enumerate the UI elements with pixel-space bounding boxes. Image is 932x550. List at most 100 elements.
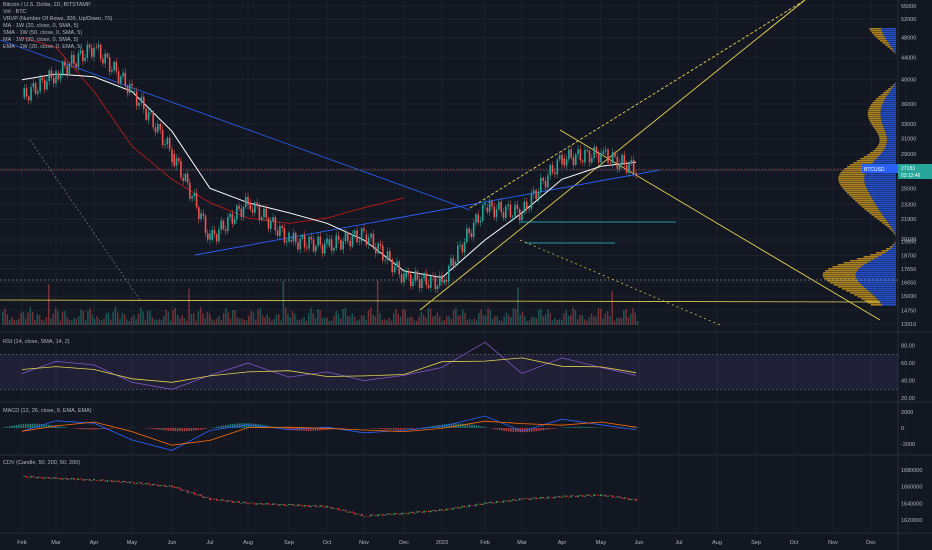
macd-histogram-bar	[636, 427, 639, 428]
volume-bar	[567, 315, 570, 325]
volume-bar	[496, 316, 498, 325]
cdv-candle	[189, 492, 191, 494]
volume-bar	[317, 309, 319, 325]
macd-histogram-bar	[183, 428, 186, 432]
cdv-candle	[521, 498, 523, 500]
candle-body	[288, 232, 290, 242]
vrvp-bar-down	[839, 174, 865, 176]
candle-body	[597, 153, 600, 163]
vrvp-bar-down	[870, 304, 883, 306]
macd-histogram-bar	[462, 423, 464, 428]
rsi-tick-label: 20.00	[901, 396, 915, 402]
candle-body	[173, 154, 176, 166]
macd-histogram-bar	[383, 428, 386, 430]
volume-bar	[121, 312, 124, 325]
cdv-candle	[283, 504, 286, 506]
volume-bar	[560, 319, 563, 325]
macd-histogram-bar	[192, 428, 195, 431]
indicator-ma[interactable]: MA · 1W (20, close, 0, SMA, 5)	[3, 23, 79, 29]
candle-body	[396, 261, 398, 267]
vrvp-bar-down	[828, 268, 859, 270]
macd-histogram-bar	[204, 428, 206, 429]
cdv-candle	[374, 515, 377, 517]
volume-bar	[540, 308, 542, 325]
macd-histogram-bar	[146, 428, 149, 429]
candle-body	[124, 72, 127, 87]
macd-histogram-bar	[535, 428, 538, 432]
vrvp-bar-down	[872, 150, 884, 152]
candle-body	[602, 151, 605, 155]
volume-bar	[119, 319, 121, 325]
indicator-ema[interactable]: EMA · 1W (20, close, 0, EMA, 5)	[3, 44, 83, 50]
cdv-candle	[285, 505, 288, 506]
candle-body	[171, 149, 173, 163]
volume-bar	[326, 317, 328, 325]
candle-body	[251, 209, 254, 213]
candle-body	[330, 239, 333, 251]
volume-bar	[179, 318, 181, 325]
vrvp-bar-up	[889, 224, 896, 226]
macd-histogram-bar	[432, 425, 434, 428]
cdv-label[interactable]: CDV (Candle, 50, 200, 50, 200)	[3, 460, 81, 466]
volume-bar	[393, 313, 395, 325]
candle-body	[568, 149, 570, 160]
volume-bar	[183, 318, 186, 325]
volume-bar	[243, 320, 245, 325]
indicator-sma[interactable]: SMA · 1W (50, close, 0, SMA, 5)	[3, 30, 83, 36]
macd-histogram-bar	[459, 423, 462, 428]
volume-bar	[273, 319, 275, 325]
cdv-candle	[28, 477, 30, 479]
cdv-candle	[434, 509, 437, 512]
x-tick-label: Sep	[751, 540, 761, 546]
candle-body	[581, 160, 584, 163]
vrvp-bar-down	[852, 198, 873, 200]
vrvp-bar-down	[868, 116, 881, 118]
vrvp-bar-up	[891, 46, 896, 48]
cdv-candle	[70, 478, 73, 480]
volume-bar	[321, 317, 324, 325]
candle-body	[635, 172, 637, 175]
volume-bar	[597, 308, 600, 325]
cdv-candle	[540, 496, 542, 499]
candle-body	[630, 159, 633, 164]
macd-histogram-bar	[452, 423, 455, 428]
cdv-candle	[367, 516, 370, 517]
volume-bar	[554, 317, 556, 325]
macd-histogram-bar	[84, 428, 87, 430]
macd-tick-label: 2000	[901, 410, 913, 416]
candle-body	[372, 233, 375, 248]
indicator-ma-2[interactable]: MA · 1W (20, close, 0, SMA, 5)	[3, 37, 79, 43]
vrvp-bar-down	[887, 46, 892, 48]
macd-histogram-bar	[381, 428, 383, 430]
macd-label[interactable]: MACD (12, 26, close, 9, EMA, EMA)	[3, 408, 92, 414]
vrvp-bar-down	[882, 222, 889, 224]
cdv-candle	[133, 482, 136, 484]
symbol-title[interactable]: Bitcoin / U.S. Dollar, 1D, BITSTAMP	[3, 2, 91, 8]
volume-bar	[48, 284, 50, 325]
rsi-label[interactable]: RSI (14, close, SMA, 14, 2)	[3, 339, 70, 345]
volume-bar	[68, 319, 71, 325]
cdv-candle	[597, 495, 600, 497]
volume-bar	[11, 317, 13, 325]
vrvp-bar-up	[868, 192, 896, 194]
volume-bar	[275, 314, 278, 325]
candle-body	[193, 192, 196, 197]
cdv-candle	[609, 495, 612, 497]
candle-body	[281, 225, 283, 228]
candle-body	[577, 149, 579, 155]
grey-dashed-line	[29, 139, 141, 301]
cdv-candle	[59, 478, 62, 480]
cdv-candle	[79, 478, 82, 480]
volume-bar	[146, 310, 149, 325]
indicator-vrvp[interactable]: VRVP (Number Of Rows, 300, Up/Down, 70)	[3, 16, 113, 22]
cdv-candle	[351, 511, 354, 513]
indicator-vol[interactable]: Vol · BTC	[3, 9, 27, 15]
yellow-support-line	[0, 299, 881, 303]
candle-body	[333, 247, 335, 251]
cdv-candle	[349, 511, 351, 513]
macd-histogram-bar	[15, 424, 18, 428]
candle-body	[90, 47, 93, 57]
volume-bar	[41, 319, 43, 325]
macd-histogram-bar	[468, 424, 471, 428]
